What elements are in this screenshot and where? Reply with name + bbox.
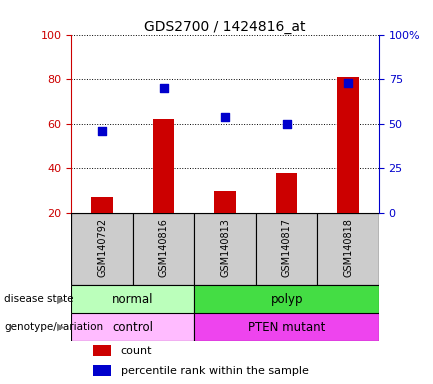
Text: GSM140813: GSM140813 bbox=[220, 218, 230, 277]
Title: GDS2700 / 1424816_at: GDS2700 / 1424816_at bbox=[145, 20, 306, 33]
Bar bbox=[93, 365, 111, 376]
Point bbox=[99, 128, 106, 134]
Text: genotype/variation: genotype/variation bbox=[4, 322, 103, 332]
Bar bbox=[194, 285, 379, 313]
Bar bbox=[91, 197, 113, 213]
Text: control: control bbox=[113, 321, 153, 334]
Bar bbox=[276, 173, 297, 213]
Bar bbox=[337, 77, 359, 213]
Bar bbox=[317, 213, 379, 285]
Text: disease state: disease state bbox=[4, 294, 74, 305]
Point bbox=[222, 114, 229, 120]
Text: PTEN mutant: PTEN mutant bbox=[248, 321, 325, 334]
Bar bbox=[71, 213, 133, 285]
Point bbox=[345, 79, 352, 86]
Bar bbox=[153, 119, 174, 213]
Bar bbox=[194, 213, 256, 285]
Bar bbox=[71, 285, 194, 313]
Bar bbox=[133, 213, 194, 285]
Point bbox=[160, 85, 167, 91]
Text: GSM140817: GSM140817 bbox=[281, 218, 292, 277]
Bar bbox=[214, 190, 236, 213]
Bar bbox=[93, 345, 111, 356]
Text: ▶: ▶ bbox=[58, 322, 65, 332]
Text: percentile rank within the sample: percentile rank within the sample bbox=[121, 366, 308, 376]
Text: normal: normal bbox=[112, 293, 154, 306]
Text: ▶: ▶ bbox=[58, 294, 65, 305]
Point bbox=[283, 121, 290, 127]
Text: GSM140792: GSM140792 bbox=[97, 218, 107, 277]
Bar bbox=[71, 313, 194, 341]
Text: count: count bbox=[121, 346, 152, 356]
Bar bbox=[256, 213, 317, 285]
Text: GSM140816: GSM140816 bbox=[158, 218, 169, 277]
Text: polyp: polyp bbox=[270, 293, 303, 306]
Text: GSM140818: GSM140818 bbox=[343, 218, 353, 277]
Bar bbox=[194, 313, 379, 341]
